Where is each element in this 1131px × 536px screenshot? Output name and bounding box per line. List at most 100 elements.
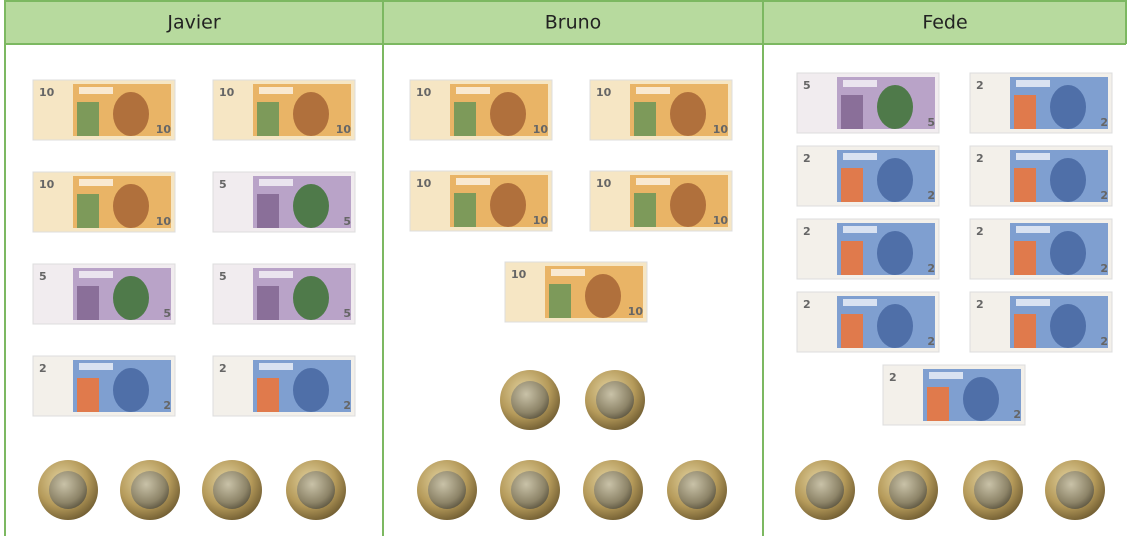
note-title-strip [1016, 80, 1050, 87]
coin-center [806, 471, 844, 509]
note-title-strip [929, 372, 963, 379]
note-accent [77, 378, 99, 412]
note-accent [841, 241, 863, 275]
note-denomination: 2 [343, 399, 351, 412]
note-portrait [1050, 158, 1086, 202]
banknote: 22 [797, 292, 939, 352]
note-denomination: 5 [343, 215, 351, 228]
coin-center [678, 471, 716, 509]
note-portrait [293, 276, 329, 320]
coin-center [596, 381, 634, 419]
note-denomination: 10 [416, 86, 432, 99]
banknote: 55 [797, 73, 939, 133]
note-denomination: 2 [889, 371, 897, 384]
note-portrait [877, 158, 913, 202]
coin-center [131, 471, 169, 509]
banknote: 22 [213, 356, 355, 416]
note-portrait [1050, 304, 1086, 348]
banknote: 55 [213, 264, 355, 324]
coin [585, 370, 645, 430]
coin-center [428, 471, 466, 509]
note-portrait [490, 92, 526, 136]
banknote: 22 [970, 73, 1112, 133]
note-denomination: 2 [1013, 408, 1021, 421]
note-denomination: 2 [976, 79, 984, 92]
note-accent [454, 102, 476, 136]
note-title-strip [456, 178, 490, 185]
note-title-strip [79, 363, 113, 370]
note-denomination: 2 [1100, 335, 1108, 348]
note-denomination: 2 [927, 189, 935, 202]
note-title-strip [843, 226, 877, 233]
coin-center [511, 471, 549, 509]
note-accent [1014, 95, 1036, 129]
note-denomination: 10 [416, 177, 432, 190]
coin [878, 460, 938, 520]
note-title-strip [259, 87, 293, 94]
coin [583, 460, 643, 520]
banknote: 22 [970, 219, 1112, 279]
note-accent [841, 314, 863, 348]
note-denomination: 10 [156, 215, 172, 228]
note-denomination: 2 [927, 262, 935, 275]
note-portrait [1050, 231, 1086, 275]
note-title-strip [259, 271, 293, 278]
note-denomination: 10 [511, 268, 527, 281]
coin-center [213, 471, 251, 509]
note-title-strip [456, 87, 490, 94]
note-denomination: 10 [596, 177, 612, 190]
note-portrait [670, 92, 706, 136]
note-accent [257, 102, 279, 136]
note-title-strip [79, 271, 113, 278]
note-title-strip [843, 153, 877, 160]
banknote: 1010 [410, 171, 552, 231]
note-denomination: 10 [713, 214, 729, 227]
note-denomination: 5 [219, 270, 227, 283]
coin [667, 460, 727, 520]
note-denomination: 2 [803, 225, 811, 238]
note-accent [634, 193, 656, 227]
note-title-strip [843, 80, 877, 87]
coin [417, 460, 477, 520]
note-denomination: 5 [219, 178, 227, 191]
note-title-strip [636, 87, 670, 94]
column-header: Bruno [545, 12, 602, 34]
coin [1045, 460, 1105, 520]
banknote: 1010 [213, 80, 355, 140]
note-accent [549, 284, 571, 318]
note-portrait [293, 368, 329, 412]
coin [963, 460, 1023, 520]
note-denomination: 10 [596, 86, 612, 99]
note-denomination: 2 [803, 152, 811, 165]
coin [795, 460, 855, 520]
note-denomination: 2 [976, 225, 984, 238]
note-portrait [670, 183, 706, 227]
note-accent [927, 387, 949, 421]
note-denomination: 10 [219, 86, 235, 99]
note-accent [1014, 168, 1036, 202]
note-portrait [113, 368, 149, 412]
note-portrait [877, 85, 913, 129]
note-denomination: 5 [163, 307, 171, 320]
note-denomination: 5 [343, 307, 351, 320]
note-portrait [113, 92, 149, 136]
note-title-strip [1016, 226, 1050, 233]
coin [500, 460, 560, 520]
note-title-strip [79, 87, 113, 94]
coin-center [889, 471, 927, 509]
note-portrait [1050, 85, 1086, 129]
banknote: 55 [213, 172, 355, 232]
note-accent [634, 102, 656, 136]
banknote: 10 10 [590, 171, 732, 231]
note-denomination: 10 [156, 123, 172, 136]
note-denomination: 2 [1100, 189, 1108, 202]
note-portrait [113, 184, 149, 228]
coin-center [49, 471, 87, 509]
banknote: 22 [970, 146, 1112, 206]
note-portrait [113, 276, 149, 320]
note-title-strip [636, 178, 670, 185]
note-title-strip [79, 179, 113, 186]
